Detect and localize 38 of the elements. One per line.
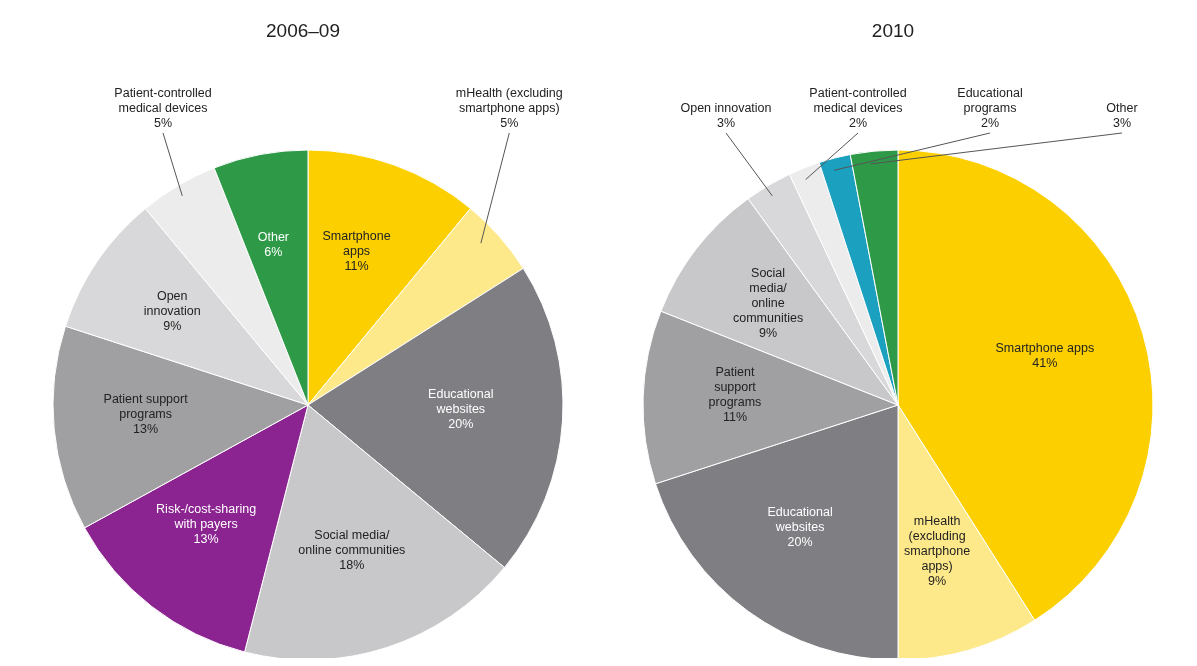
- slice-label: Patient support programs: [708, 365, 762, 410]
- data-label: 5%: [153, 116, 173, 130]
- chart-title: 2010: [870, 20, 916, 42]
- slice-label: Smartphone apps: [322, 228, 391, 258]
- slice-label: Other: [257, 229, 290, 244]
- data-label: 11%: [722, 410, 748, 425]
- data-label: 3%: [1112, 116, 1132, 130]
- data-label: 2%: [980, 116, 1000, 130]
- slice-label: Educational websites: [767, 505, 833, 535]
- data-label: 9%: [163, 318, 182, 333]
- slice-label: mHealth (excluding smartphone apps): [455, 86, 563, 115]
- data-label: 9%: [928, 574, 947, 589]
- data-label: 9%: [759, 325, 778, 340]
- data-label: 20%: [448, 417, 474, 432]
- data-label: 13%: [133, 422, 159, 437]
- data-label: 13%: [193, 532, 219, 547]
- slice-label: Other: [1106, 101, 1138, 115]
- slice-label: Risk-/cost-sharing with payers: [156, 502, 257, 532]
- data-label: 20%: [787, 535, 813, 550]
- slice-label: Educational programs: [957, 86, 1023, 115]
- data-label: 41%: [1032, 355, 1058, 370]
- data-label: 3%: [716, 116, 736, 130]
- slice-label: Open innovation: [680, 101, 772, 115]
- slice-label: Patient-controlled medical devices: [114, 86, 212, 115]
- data-label: 2%: [848, 116, 868, 130]
- slice-label: Open innovation: [143, 288, 201, 318]
- data-label: 11%: [344, 258, 369, 273]
- slice-label: Social media/ online communities: [298, 527, 406, 557]
- slice-label: Educational websites: [428, 387, 494, 417]
- chart-title: 2006–09: [265, 20, 341, 42]
- slice-label: mHealth (excluding smartphone apps): [904, 514, 971, 574]
- slice-label: Social media/ online communities: [732, 265, 804, 325]
- data-label: 18%: [339, 557, 365, 572]
- slice-label: Patient support programs: [103, 392, 189, 422]
- slice-label: Patient-controlled medical devices: [809, 86, 907, 115]
- data-label: 6%: [264, 244, 283, 259]
- data-label: 5%: [500, 116, 519, 130]
- slice-label: Smartphone apps: [995, 340, 1095, 355]
